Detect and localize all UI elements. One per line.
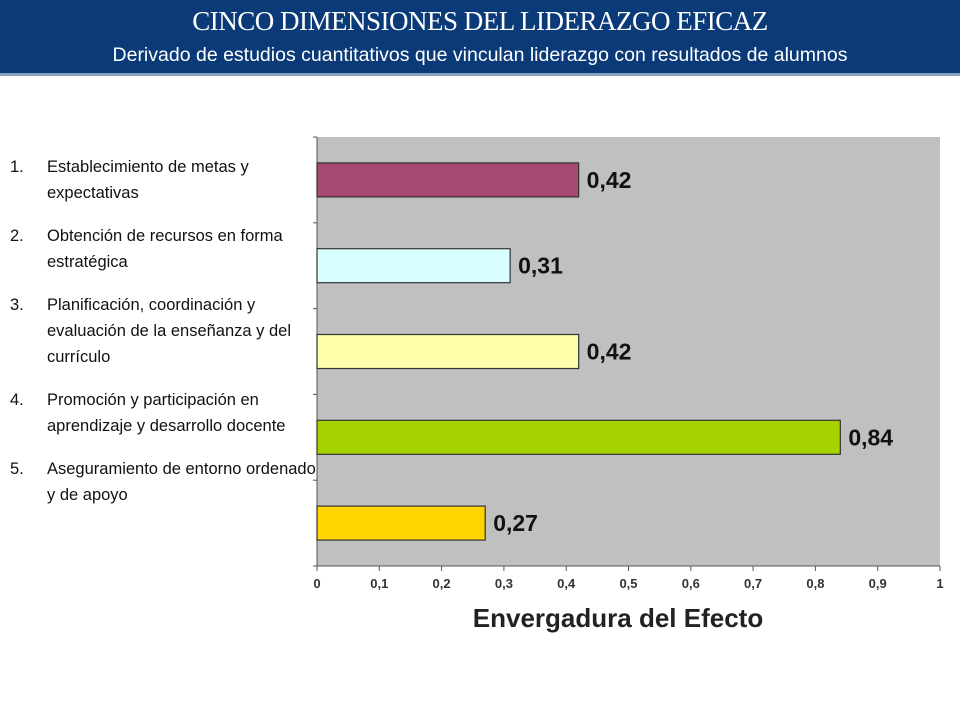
bar-value-label: 0,42 (587, 339, 632, 365)
dimension-item-4: 4. Promoción y participación en aprendiz… (10, 387, 316, 439)
x-tick-label: 0,2 (433, 576, 451, 591)
dimension-number: 5. (10, 460, 24, 478)
dimension-label: Establecimiento de metas y expectativas (47, 158, 249, 202)
dimension-item-2: 2. Obtención de recursos en forma estrat… (10, 223, 316, 275)
title-banner: CINCO DIMENSIONES DEL LIDERAZGO EFICAZ D… (0, 0, 960, 76)
dimension-number: 4. (10, 391, 24, 409)
bar-3 (316, 333, 580, 370)
bar-value-label: 0,42 (587, 167, 632, 193)
slide-subtitle: Derivado de estudios cuantitativos que v… (112, 44, 848, 66)
bar-value-label: 0,84 (848, 424, 893, 450)
x-tick-label: 0,4 (557, 576, 576, 591)
x-axis-title: Envergadura del Efecto (473, 603, 763, 633)
bar-5 (316, 505, 486, 541)
x-tick-label: 1 (936, 576, 943, 591)
bar-4 (316, 419, 841, 455)
x-tick-label: 0,3 (495, 576, 513, 591)
dimension-label: Aseguramiento de entorno ordenado y de a… (47, 460, 316, 504)
x-tick-label: 0,6 (682, 576, 700, 591)
dimension-item-3: 3. Planificación, coordinación y evaluac… (10, 292, 316, 370)
x-tick-label: 0 (313, 576, 320, 591)
x-tick-label: 0,5 (619, 576, 637, 591)
dimension-label: Planificación, coordinación y evaluación… (47, 296, 292, 366)
bar-value-label: 0,27 (493, 510, 538, 536)
dimension-label: Obtención de recursos en forma estratégi… (47, 227, 283, 271)
x-tick-label: 0,1 (370, 576, 388, 591)
dimension-number: 2. (10, 227, 24, 245)
slide-title: CINCO DIMENSIONES DEL LIDERAZGO EFICAZ (192, 6, 768, 36)
x-tick-label: 0,9 (869, 576, 887, 591)
x-tick-label: 0,7 (744, 576, 762, 591)
dimension-list: 1. Establecimiento de metas y expectativ… (10, 154, 316, 525)
x-tick-label: 0,8 (806, 576, 824, 591)
dimension-label: Promoción y participación en aprendizaje… (47, 391, 286, 435)
dimension-item-1: 1. Establecimiento de metas y expectativ… (10, 154, 316, 206)
bar-1 (316, 162, 580, 198)
dimension-number: 3. (10, 296, 24, 314)
dimension-item-5: 5. Aseguramiento de entorno ordenado y d… (10, 456, 316, 508)
bar-value-label: 0,31 (518, 253, 563, 279)
dimension-number: 1. (10, 158, 24, 176)
bar-2 (316, 248, 511, 284)
